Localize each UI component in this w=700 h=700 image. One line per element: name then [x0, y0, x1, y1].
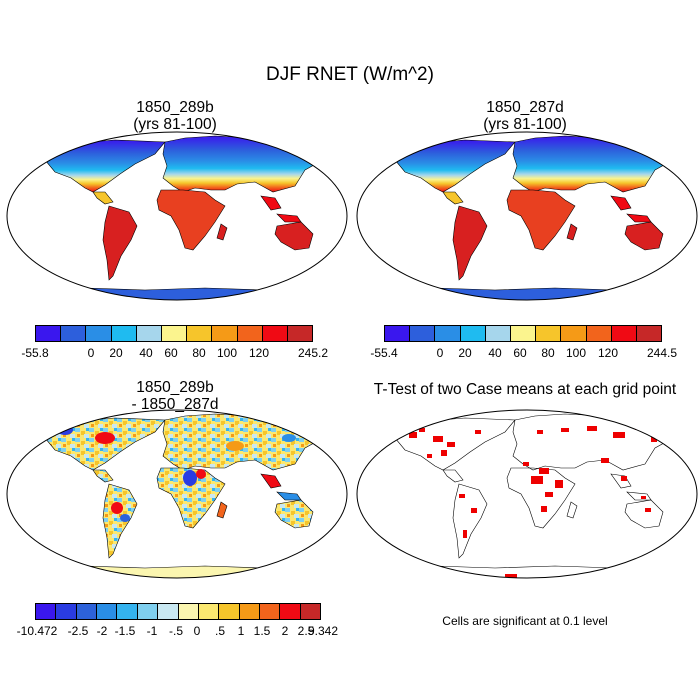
colorbar-swatch — [262, 326, 288, 341]
panel-1-title: 1850_289b (yrs 81-100) — [50, 99, 300, 133]
colorbar-swatch — [36, 326, 62, 341]
cbar1-label: 40 — [139, 346, 153, 360]
cbar3-label: -1.5 — [114, 624, 136, 638]
cbar3-label: -2.5 — [67, 624, 89, 638]
colorbar-swatch — [410, 326, 436, 341]
cbar3-label: .5 — [214, 624, 226, 638]
cbar3-label: 9.342 — [307, 624, 339, 638]
map-border — [356, 131, 698, 301]
significance-note: Cells are significant at 0.1 level — [442, 614, 608, 628]
colorbar-swatch — [561, 326, 587, 341]
map-border — [356, 409, 698, 579]
panel-2-title: 1850_287d (yrs 81-100) — [400, 99, 650, 133]
colorbar-swatch — [237, 326, 263, 341]
land-polygons — [394, 135, 676, 300]
colorbar-swatch — [76, 604, 98, 619]
cbar3-label: 2 — [281, 624, 289, 638]
colorbar-swatch — [137, 604, 159, 619]
cbar2-label: 60 — [513, 346, 527, 360]
cbar3-label: 1 — [237, 624, 245, 638]
colorbar-swatch — [636, 326, 662, 341]
colorbar-swatch — [111, 326, 137, 341]
cbar1-label: 245.2 — [297, 346, 329, 360]
colorbar-swatch — [460, 326, 486, 341]
colorbar-swatch — [485, 326, 511, 341]
land-polygons — [44, 135, 326, 300]
cbar2-label: 100 — [565, 346, 587, 360]
cbar3-label: -1 — [146, 624, 158, 638]
cbar3-label: 0 — [193, 624, 201, 638]
colorbar-swatch — [86, 326, 112, 341]
cbar3-label: 2.5 — [297, 624, 315, 638]
difference-hotspots — [57, 425, 296, 522]
figure-title: DJF RNET (W/m^2) — [266, 64, 434, 85]
colorbar-swatch — [280, 604, 301, 619]
cbar1-label: 100 — [216, 346, 238, 360]
cbar1-label: -55.8 — [21, 346, 49, 360]
cbar2-label: 80 — [541, 346, 555, 360]
colorbar-swatch — [239, 604, 260, 619]
colorbar-swatch — [287, 326, 313, 341]
colorbar-swatch — [61, 326, 87, 341]
colorbar-swatch — [117, 604, 138, 619]
cbar2-label: 120 — [597, 346, 619, 360]
map-panel-ttest — [356, 409, 698, 579]
cbar2-label: 0 — [436, 346, 444, 360]
colorbar-swatch — [158, 604, 179, 619]
colorbar-swatch — [300, 604, 321, 619]
colorbar-swatch — [510, 326, 537, 341]
cbar2-label: 40 — [488, 346, 502, 360]
colorbar-swatch — [212, 326, 238, 341]
cbar1-label: 0 — [87, 346, 95, 360]
cbar2-label: 244.5 — [646, 346, 678, 360]
colorbar-swatch — [178, 604, 199, 619]
cbar3-label: -10.472 — [16, 624, 58, 638]
panel-2-years: (yrs 81-100) — [483, 116, 567, 133]
significant-cells — [409, 424, 657, 578]
cbar3-label: 1.5 — [253, 624, 271, 638]
cbar1-label: 20 — [109, 346, 123, 360]
colorbar-swatch — [611, 326, 637, 341]
cbar2-label: 20 — [458, 346, 472, 360]
cbar3-label: -2 — [96, 624, 108, 638]
panel-3-case-a: 1850_289b — [136, 379, 214, 396]
colorbar-case-289b — [35, 325, 313, 342]
colorbar-case-287d — [384, 325, 662, 342]
cbar3-label: -.5 — [168, 624, 184, 638]
map-border — [6, 409, 348, 579]
map-panel-case-287d — [356, 131, 698, 301]
colorbar-swatch — [97, 604, 118, 619]
cbar1-label: 80 — [192, 346, 206, 360]
map-panel-case-289b — [6, 131, 348, 301]
land-polygons — [44, 413, 326, 578]
panel-4-title: T-Test of two Case means at each grid po… — [373, 381, 677, 398]
panel-2-case: 1850_287d — [486, 99, 564, 116]
colorbar-swatch — [136, 326, 162, 341]
panel-1-case: 1850_289b — [136, 99, 214, 116]
colorbar-swatch — [259, 604, 281, 619]
colorbar-swatch — [187, 326, 213, 341]
colorbar-swatch — [536, 326, 562, 341]
map-panel-difference — [6, 409, 348, 579]
cbar2-label: -55.4 — [370, 346, 398, 360]
colorbar-swatch — [161, 326, 188, 341]
colorbar-swatch — [385, 326, 411, 341]
panel-3-title: 1850_289b - 1850_287d — [50, 379, 300, 413]
map-border — [6, 131, 348, 301]
colorbar-swatch — [435, 326, 461, 341]
panel-1-years: (yrs 81-100) — [133, 116, 217, 133]
colorbar-swatch — [219, 604, 240, 619]
panel-3-case-b: - 1850_287d — [131, 396, 219, 413]
colorbar-swatch — [56, 604, 77, 619]
colorbar-swatch — [198, 604, 220, 619]
colorbar-difference — [35, 603, 321, 620]
cbar1-label: 60 — [164, 346, 178, 360]
colorbar-swatch — [36, 604, 57, 619]
cbar1-label: 120 — [248, 346, 270, 360]
colorbar-swatch — [586, 326, 612, 341]
